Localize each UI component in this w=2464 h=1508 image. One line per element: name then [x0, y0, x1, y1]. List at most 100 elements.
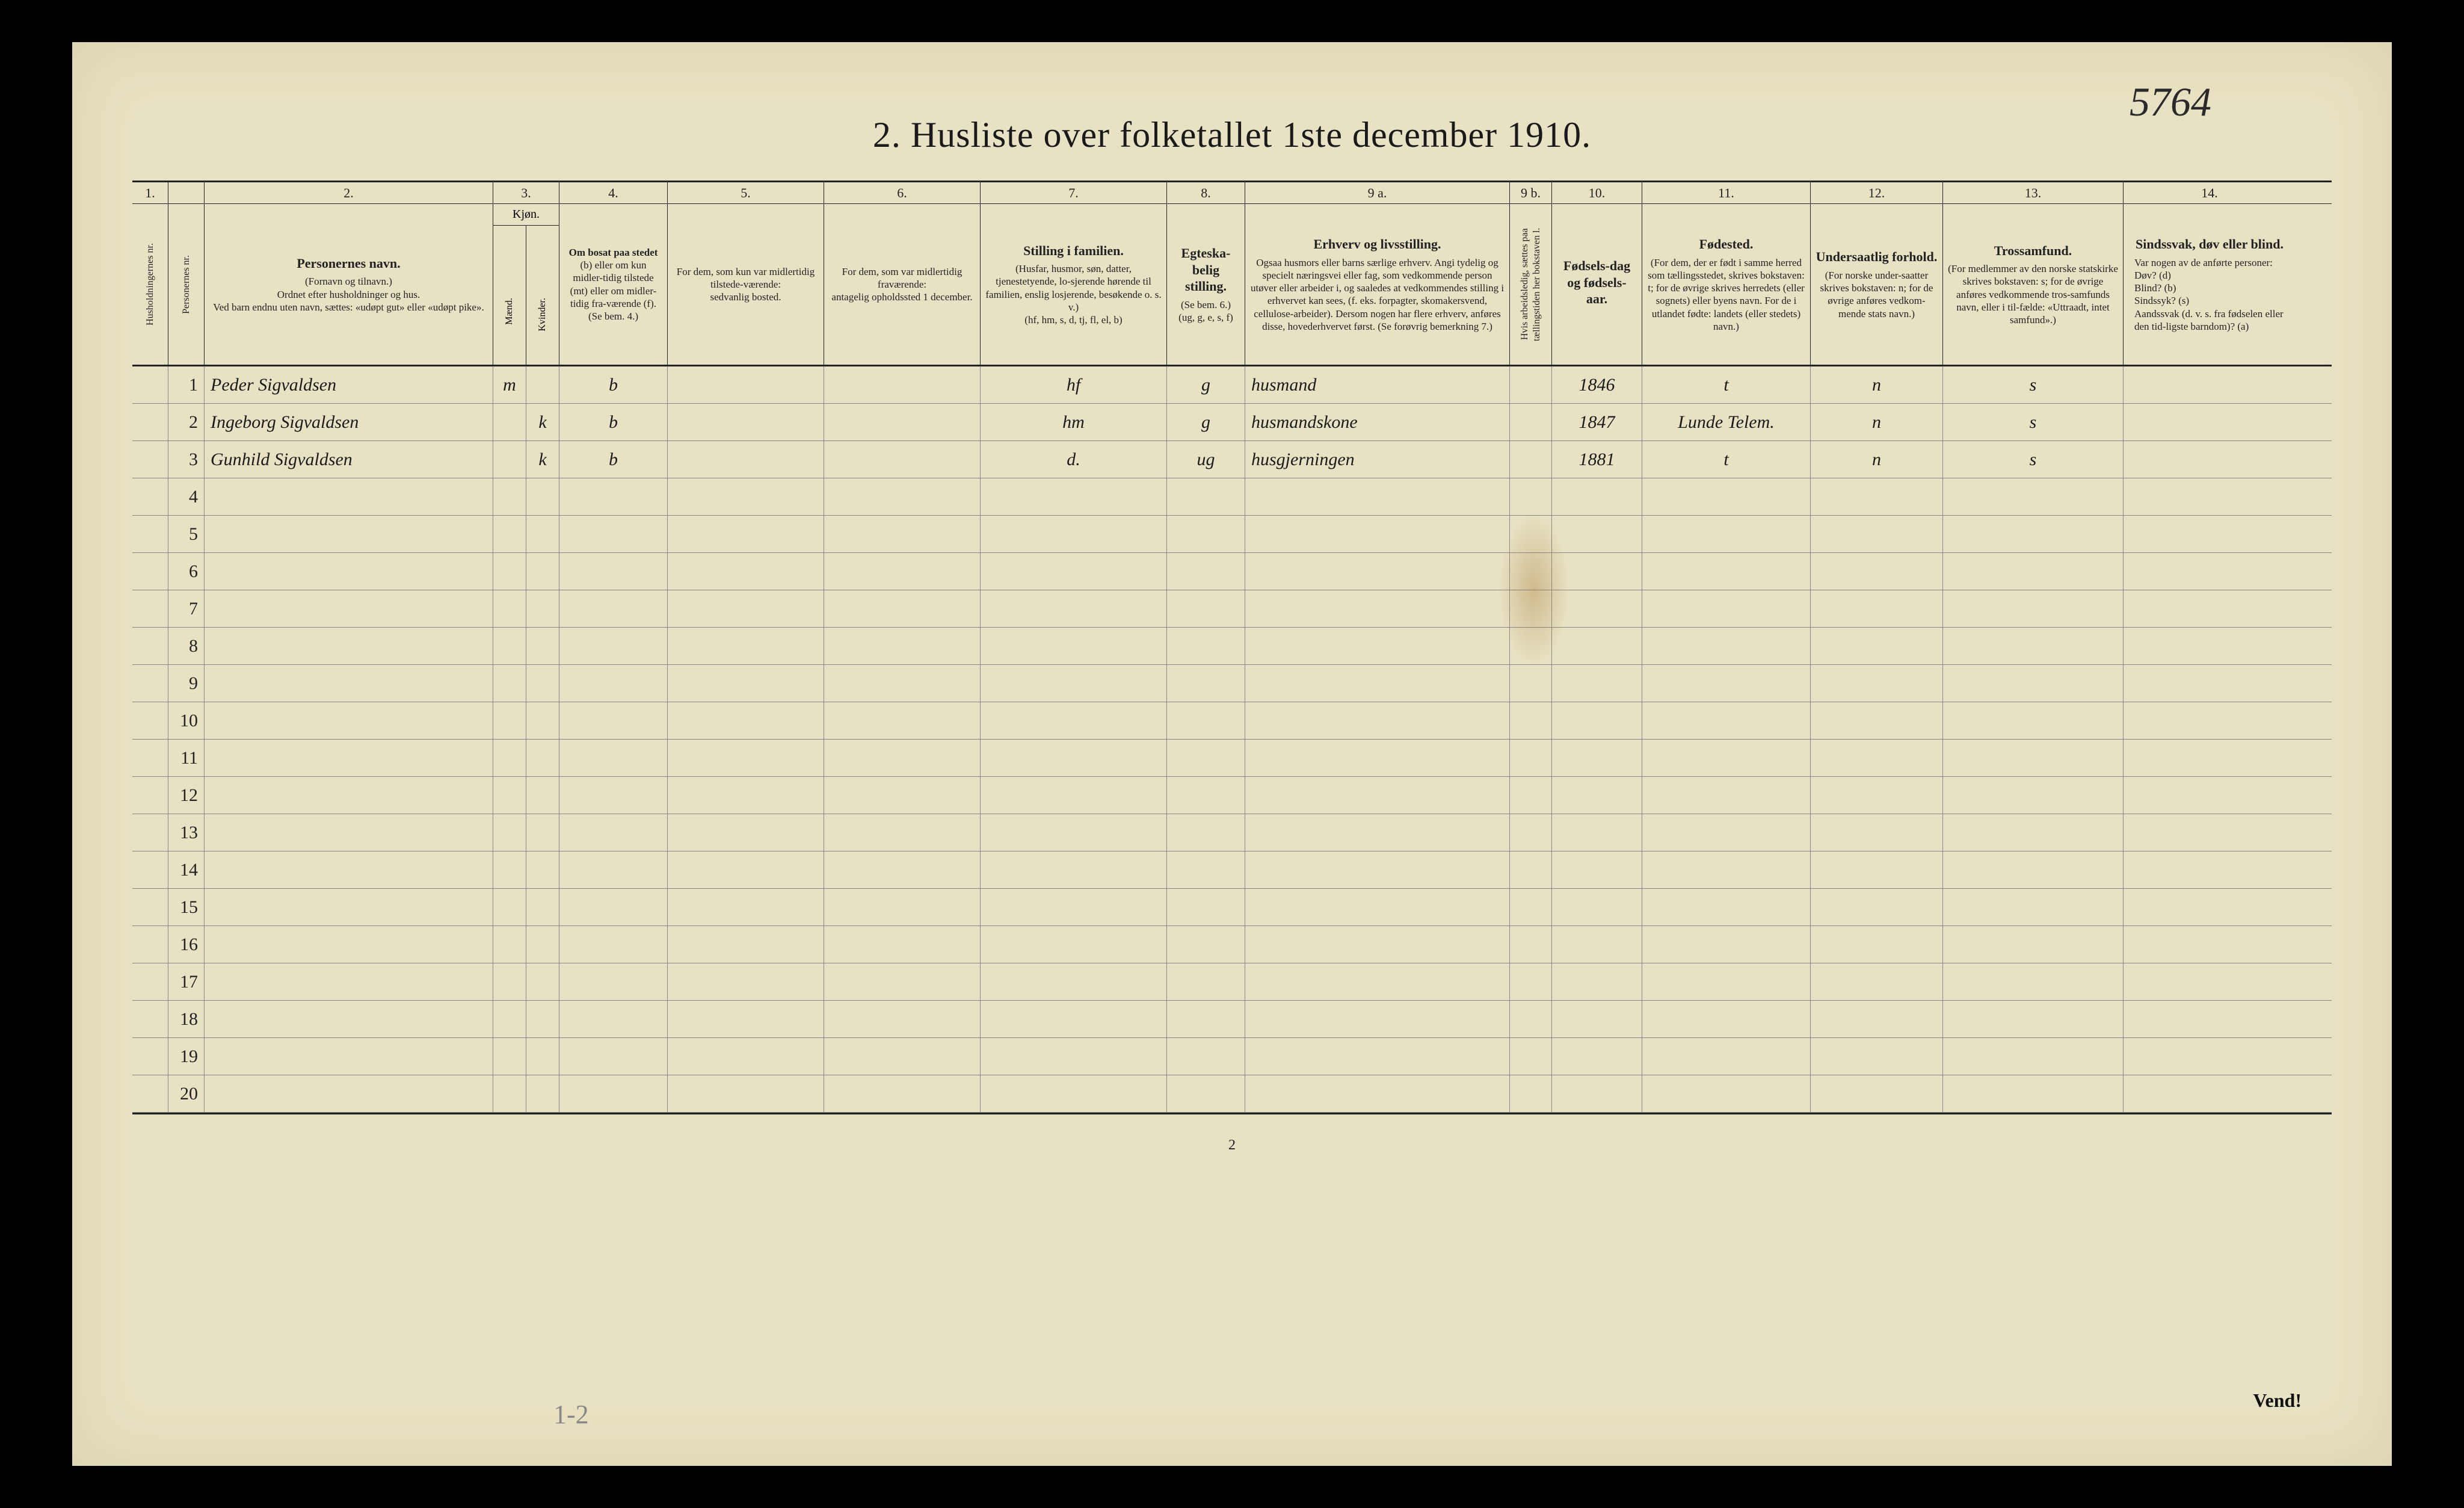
- cell: [1510, 1001, 1552, 1037]
- cell: [493, 404, 526, 440]
- table-row: 18: [132, 1001, 2332, 1038]
- cell: [526, 553, 559, 590]
- cell: [205, 1001, 493, 1037]
- cell: [559, 851, 668, 888]
- cell: [493, 814, 526, 851]
- cell: [205, 814, 493, 851]
- cell: 18: [168, 1001, 205, 1037]
- cell: [205, 628, 493, 664]
- cell: Lunde Telem.: [1642, 404, 1811, 440]
- cell: [824, 702, 981, 739]
- cell: [526, 926, 559, 963]
- cell: [493, 441, 526, 478]
- colnum-6: 6.: [824, 182, 981, 203]
- cell: [824, 590, 981, 627]
- cell: [668, 851, 824, 888]
- colnum-1: 1.: [132, 182, 168, 203]
- cell: [559, 814, 668, 851]
- cell: [1943, 740, 2124, 776]
- cell: [493, 1001, 526, 1037]
- cell: [1552, 740, 1642, 776]
- cell: [2124, 404, 2296, 440]
- cell: [493, 702, 526, 739]
- table-row: 11: [132, 740, 2332, 777]
- cell: [1245, 553, 1510, 590]
- cell: [1245, 1038, 1510, 1075]
- cell: [559, 777, 668, 814]
- cell: [2124, 814, 2296, 851]
- census-table: 1. 2. 3. 4. 5. 6. 7. 8. 9 a. 9 b. 10. 11…: [132, 181, 2332, 1114]
- cell: [1811, 926, 1943, 963]
- cell: [1943, 553, 2124, 590]
- cell: 11: [168, 740, 205, 776]
- colnum-1-gap: [168, 182, 205, 203]
- table-row: 16: [132, 926, 2332, 963]
- header-10: Fødsels-dag og fødsels-aar.: [1552, 204, 1642, 365]
- cell: n: [1811, 404, 1943, 440]
- cell: [1943, 665, 2124, 702]
- cell: hf: [981, 366, 1167, 403]
- table-row: 9: [132, 665, 2332, 702]
- colnum-3: 3.: [493, 182, 559, 203]
- cell: [205, 665, 493, 702]
- cell: [1167, 1001, 1245, 1037]
- table-row: 15: [132, 889, 2332, 926]
- cell: [1167, 814, 1245, 851]
- cell: b: [559, 404, 668, 440]
- cell: 8: [168, 628, 205, 664]
- cell: [1167, 851, 1245, 888]
- cell: 13: [168, 814, 205, 851]
- cell: [493, 740, 526, 776]
- cell: [1510, 814, 1552, 851]
- cell: [559, 590, 668, 627]
- cell: 17: [168, 963, 205, 1000]
- cell: [1811, 665, 1943, 702]
- cell: [1552, 926, 1642, 963]
- cell: [559, 665, 668, 702]
- cell: [668, 814, 824, 851]
- cell: [1245, 963, 1510, 1000]
- cell: [1642, 702, 1811, 739]
- cell: [205, 1038, 493, 1075]
- cell: [668, 926, 824, 963]
- table-row: 20: [132, 1075, 2332, 1113]
- table-row: 19: [132, 1038, 2332, 1075]
- cell: [1510, 366, 1552, 403]
- cell: [1811, 963, 1943, 1000]
- cell: [2124, 1075, 2296, 1112]
- cell: [132, 1075, 168, 1112]
- table-row: 12: [132, 777, 2332, 814]
- cell: [1943, 889, 2124, 926]
- cell: [1943, 702, 2124, 739]
- cell: [668, 702, 824, 739]
- cell: [1167, 926, 1245, 963]
- cell: [559, 1001, 668, 1037]
- turn-page-label: Vend!: [2253, 1389, 2302, 1412]
- cell: [981, 777, 1167, 814]
- cell: [824, 851, 981, 888]
- cell: [824, 963, 981, 1000]
- cell: s: [1943, 366, 2124, 403]
- cell: [668, 628, 824, 664]
- cell: [205, 851, 493, 888]
- cell: [1552, 665, 1642, 702]
- cell: [1167, 553, 1245, 590]
- cell: [1510, 553, 1552, 590]
- cell: [1510, 1075, 1552, 1112]
- cell: [1510, 1038, 1552, 1075]
- cell: [981, 628, 1167, 664]
- cell: [1642, 926, 1811, 963]
- cell: [1510, 963, 1552, 1000]
- header-11: Fødested. (For dem, der er født i samme …: [1642, 204, 1811, 365]
- cell: [493, 553, 526, 590]
- cell: [493, 478, 526, 515]
- colnum-5: 5.: [668, 182, 824, 203]
- cell: [981, 665, 1167, 702]
- cell: [1245, 851, 1510, 888]
- cell: [2124, 702, 2296, 739]
- cell: [981, 889, 1167, 926]
- cell: [1943, 777, 2124, 814]
- cell: s: [1943, 441, 2124, 478]
- cell: 6: [168, 553, 205, 590]
- cell: [824, 814, 981, 851]
